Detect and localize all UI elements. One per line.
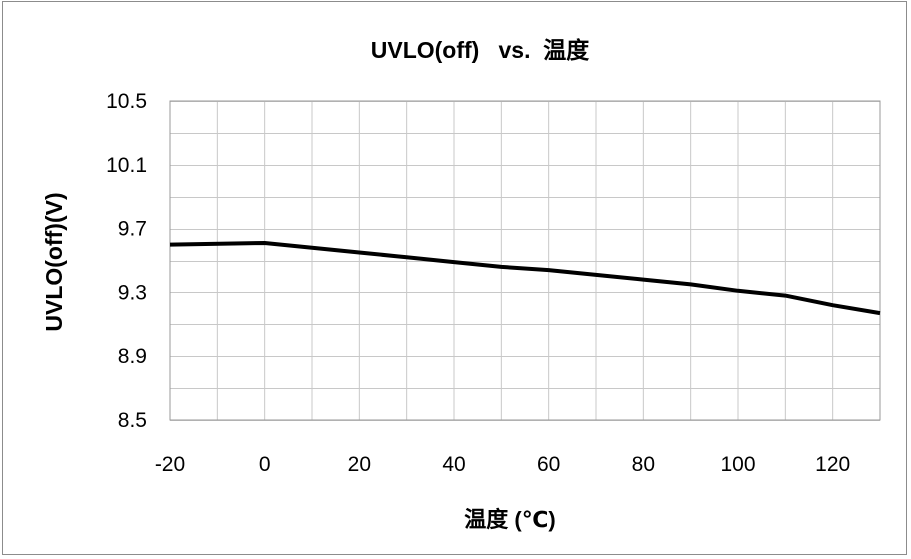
y-tick-label: 8.5 bbox=[118, 409, 147, 432]
x-tick-label: 60 bbox=[537, 453, 560, 476]
y-tick-label: 9.7 bbox=[118, 218, 147, 241]
y-tick-labels: 8.5 8.9 9.3 9.7 10.1 10.5 bbox=[106, 90, 147, 432]
x-tick-labels: -20 0 20 40 60 80 100 120 bbox=[155, 453, 850, 476]
chart-title: UVLO(off) vs. 温度 bbox=[371, 37, 591, 63]
y-tick-label: 10.1 bbox=[106, 154, 147, 177]
x-tick-label: 120 bbox=[815, 453, 850, 476]
x-tick-label: 20 bbox=[348, 453, 371, 476]
x-tick-label: 0 bbox=[259, 453, 271, 476]
plot-border bbox=[169, 100, 881, 421]
x-tick-label: 100 bbox=[720, 453, 755, 476]
y-tick-label: 8.9 bbox=[118, 345, 147, 368]
y-axis-label: UVLO(off)(V) bbox=[41, 192, 67, 331]
y-tick-label: 9.3 bbox=[118, 281, 147, 304]
x-tick-label: -20 bbox=[155, 453, 185, 476]
series-layer bbox=[169, 241, 881, 316]
y-tick-label: 10.5 bbox=[106, 90, 147, 113]
x-axis-label: 温度 (℃) bbox=[464, 507, 555, 532]
x-tick-label: 40 bbox=[442, 453, 465, 476]
x-tick-label: 80 bbox=[632, 453, 655, 476]
grid-minor bbox=[169, 101, 881, 421]
series-line bbox=[169, 241, 881, 316]
plot-area-border bbox=[169, 100, 881, 421]
